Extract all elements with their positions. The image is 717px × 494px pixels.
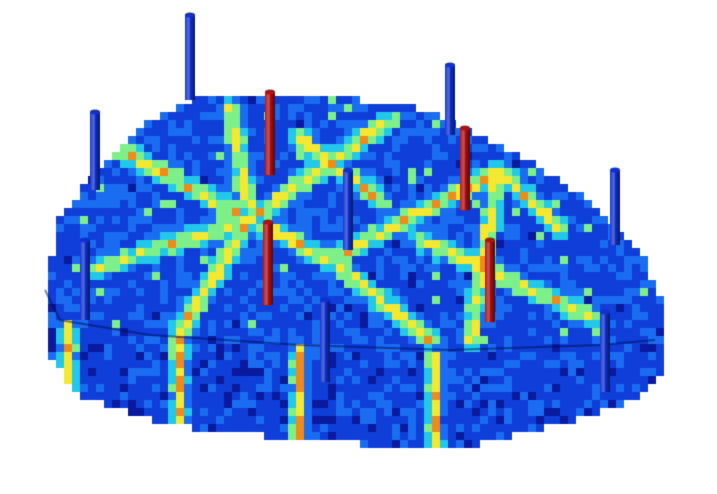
reservoir-model-view xyxy=(0,0,717,494)
reservoir-grid-canvas xyxy=(0,0,717,494)
